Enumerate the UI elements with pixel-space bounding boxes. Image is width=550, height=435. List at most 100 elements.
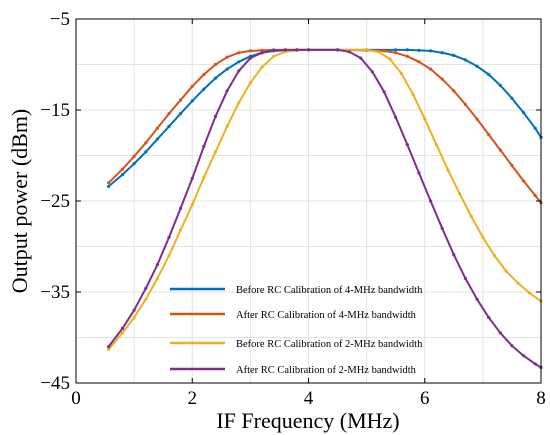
data-point [213, 150, 218, 154]
data-point [336, 48, 340, 52]
data-point [120, 167, 125, 171]
data-point [411, 92, 415, 97]
data-point [107, 345, 111, 349]
data-point [533, 126, 537, 130]
data-point [394, 115, 398, 119]
data-point [440, 77, 444, 81]
data-point [382, 90, 386, 94]
data-point [440, 226, 444, 230]
data-point [475, 117, 479, 121]
data-point [190, 176, 194, 180]
y-tick-label: −35 [40, 282, 70, 303]
series-4 [107, 48, 543, 370]
data-point [190, 99, 194, 103]
data-point [167, 235, 171, 239]
x-tick-label: 0 [71, 388, 81, 409]
x-tick-label: 4 [304, 388, 314, 409]
data-point [463, 276, 467, 280]
series-layer [107, 48, 543, 370]
data-point [237, 101, 241, 105]
data-point [429, 199, 433, 203]
data-point [202, 144, 206, 148]
y-tick-label: −5 [50, 9, 70, 30]
y-tick-label: −45 [40, 373, 70, 394]
data-point [533, 193, 537, 198]
data-point [394, 51, 398, 55]
data-point [423, 117, 427, 121]
data-point [527, 291, 532, 295]
tick-labels: 0 2 4 6 8 −5 −15 −25 −35 −45 [40, 9, 545, 409]
data-point [492, 254, 497, 258]
data-point [475, 64, 479, 68]
data-point [522, 354, 526, 358]
data-point [107, 184, 111, 188]
data-point [155, 276, 159, 280]
data-point [458, 192, 462, 196]
data-point [475, 297, 479, 301]
data-point [225, 67, 229, 71]
y-axis-title: Output power (dBm) [7, 109, 32, 294]
legend-label: After RC Calibration of 2-MHz bandwidth [236, 365, 417, 376]
data-point [237, 51, 241, 55]
data-point [248, 81, 252, 85]
data-point [481, 235, 485, 239]
data-point [213, 114, 218, 118]
data-point [510, 96, 514, 100]
data-point [190, 203, 194, 207]
y-tick-label: −25 [40, 191, 70, 212]
data-point [179, 206, 183, 210]
data-point [179, 112, 183, 116]
data-point [120, 173, 125, 177]
data-point [429, 49, 433, 53]
data-point [107, 181, 111, 185]
data-point [167, 254, 171, 258]
data-point [167, 124, 171, 128]
data-point [144, 150, 148, 154]
data-point [179, 228, 183, 232]
data-point [516, 281, 520, 285]
data-point [132, 162, 136, 166]
data-point [452, 89, 456, 93]
data-point [522, 179, 526, 183]
data-point [120, 331, 125, 335]
x-tick-label: 2 [188, 388, 198, 409]
data-point [498, 148, 502, 152]
data-point [487, 315, 491, 320]
data-point [405, 54, 409, 58]
data-point [469, 214, 473, 219]
data-point [370, 70, 374, 74]
data-point [405, 143, 409, 147]
data-point [155, 137, 159, 141]
data-point [394, 48, 398, 52]
data-point [213, 76, 218, 80]
data-point [260, 51, 264, 55]
data-point [463, 102, 467, 107]
data-point [498, 331, 502, 335]
legend-entry: Before RC Calibration of 4-MHz bandwidth [170, 285, 423, 296]
data-point [272, 54, 276, 58]
data-point [237, 60, 241, 64]
data-point [155, 126, 159, 130]
x-tick-label: 6 [420, 388, 430, 409]
data-point [347, 50, 351, 54]
data-point [272, 48, 276, 53]
data-point [237, 69, 241, 73]
data-point [452, 53, 456, 58]
data-point [167, 112, 171, 116]
data-point [132, 315, 136, 320]
data-point [382, 49, 386, 53]
data-point [107, 347, 111, 351]
legend-entry: Before RC Calibration of 2-MHz bandwidth [170, 339, 423, 350]
ticks [75, 18, 542, 384]
data-point [225, 89, 229, 93]
data-point [399, 72, 404, 76]
data-point [283, 48, 287, 52]
data-point [260, 65, 264, 69]
data-point [463, 58, 467, 62]
y-tick-label: −15 [40, 100, 70, 121]
legend-entry: After RC Calibration of 4-MHz bandwidth [170, 310, 417, 321]
data-point [487, 72, 491, 77]
legend-label: Before RC Calibration of 2-MHz bandwidth [236, 339, 423, 350]
data-point [225, 55, 229, 59]
